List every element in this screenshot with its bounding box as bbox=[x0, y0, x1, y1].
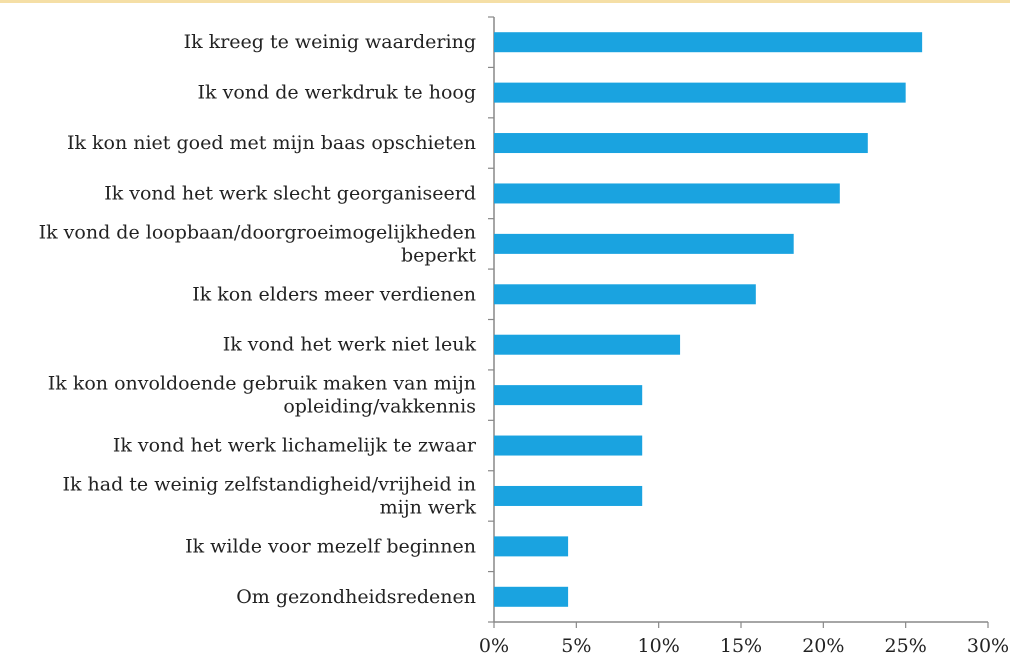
category-label: Ik vond het werk niet leuk bbox=[223, 334, 477, 356]
x-tick-label: 15% bbox=[720, 635, 762, 657]
category-label-line: Ik kon onvoldoende gebruik maken van mij… bbox=[48, 373, 476, 395]
x-tick-label: 25% bbox=[885, 635, 927, 657]
category-label-line: Ik vond de loopbaan/doorgroeimogelijkhed… bbox=[39, 221, 476, 243]
bar bbox=[494, 586, 569, 607]
x-tick-label: 10% bbox=[638, 635, 680, 657]
category-label: Ik vond de loopbaan/doorgroeimogelijkhed… bbox=[39, 221, 477, 266]
category-label: Ik wilde voor mezelf beginnen bbox=[185, 535, 476, 557]
category-label-line: Ik kon niet goed met mijn baas opschiete… bbox=[67, 132, 476, 154]
bar bbox=[494, 334, 681, 355]
category-label: Ik vond het werk slecht georganiseerd bbox=[104, 182, 476, 204]
bar bbox=[494, 183, 840, 204]
bar bbox=[494, 284, 756, 305]
category-label: Ik vond de werkdruk te hoog bbox=[198, 82, 476, 104]
category-label-line: Ik wilde voor mezelf beginnen bbox=[185, 535, 476, 557]
top-border bbox=[0, 0, 1010, 3]
category-label: Ik kon niet goed met mijn baas opschiete… bbox=[67, 132, 476, 154]
category-label-line: mijn werk bbox=[380, 496, 477, 518]
category-label-line: Ik kreeg te weinig waardering bbox=[184, 31, 476, 53]
bar bbox=[494, 385, 643, 406]
bar bbox=[494, 133, 868, 154]
bar bbox=[494, 233, 794, 254]
category-label-line: Ik vond het werk lichamelijk te zwaar bbox=[113, 435, 477, 457]
x-tick-label: 30% bbox=[967, 635, 1009, 657]
category-label: Ik vond het werk lichamelijk te zwaar bbox=[113, 435, 477, 457]
category-label-line: Om gezondheidsredenen bbox=[236, 586, 476, 608]
category-label-line: opleiding/vakkennis bbox=[283, 396, 476, 418]
bar bbox=[494, 435, 643, 456]
category-label-line: Ik vond de werkdruk te hoog bbox=[198, 82, 476, 104]
category-label: Ik had te weinig zelfstandigheid/vrijhei… bbox=[62, 473, 476, 518]
x-tick-label: 20% bbox=[802, 635, 844, 657]
category-label: Ik kon onvoldoende gebruik maken van mij… bbox=[48, 373, 476, 418]
category-label-line: Ik vond het werk niet leuk bbox=[223, 334, 477, 356]
category-label-line: Ik vond het werk slecht georganiseerd bbox=[104, 182, 476, 204]
category-label-line: Ik had te weinig zelfstandigheid/vrijhei… bbox=[62, 473, 476, 495]
category-label-line: beperkt bbox=[401, 244, 476, 266]
category-label: Ik kon elders meer verdienen bbox=[192, 283, 476, 305]
bar bbox=[494, 536, 569, 557]
bar bbox=[494, 32, 923, 53]
x-tick-label: 0% bbox=[479, 635, 509, 657]
bar bbox=[494, 82, 906, 103]
category-label: Ik kreeg te weinig waardering bbox=[184, 31, 476, 53]
category-label: Om gezondheidsredenen bbox=[236, 586, 476, 608]
category-label-line: Ik kon elders meer verdienen bbox=[192, 283, 476, 305]
bar bbox=[494, 485, 643, 506]
x-tick-label: 5% bbox=[561, 635, 591, 657]
